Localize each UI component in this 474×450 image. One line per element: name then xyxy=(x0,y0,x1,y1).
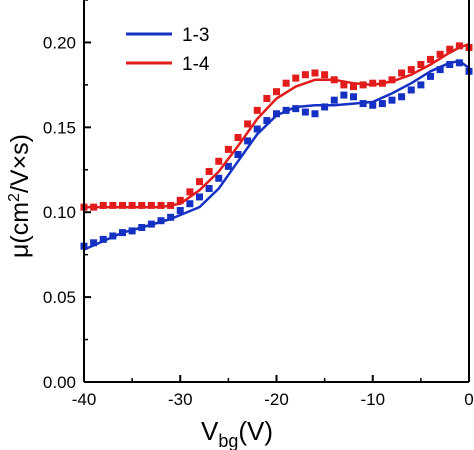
data-point xyxy=(244,137,252,145)
data-point xyxy=(253,106,261,114)
data-point xyxy=(99,201,107,209)
data-point xyxy=(427,72,434,80)
data-point xyxy=(340,91,348,99)
data-point xyxy=(157,201,165,209)
data-point xyxy=(301,71,309,79)
data-point xyxy=(253,125,261,133)
x-tick-label: -10 xyxy=(360,390,385,409)
data-point xyxy=(99,235,107,243)
x-axis-title-subscript: bg xyxy=(218,431,238,450)
data-point xyxy=(176,196,184,204)
data-point xyxy=(369,101,377,109)
data-point xyxy=(427,55,434,63)
data-point xyxy=(311,69,319,77)
data-point xyxy=(109,201,117,209)
y-tick-label: 0.20 xyxy=(43,33,76,52)
data-point xyxy=(196,193,203,201)
data-point xyxy=(128,201,136,209)
data-point xyxy=(311,110,319,118)
legend-label: 1-4 xyxy=(182,54,210,75)
fit-line xyxy=(84,42,470,209)
x-axis-title: Vbg(V) xyxy=(201,416,273,450)
x-tick-label: -40 xyxy=(72,390,97,409)
data-point xyxy=(350,83,357,91)
fit-line xyxy=(83,59,470,251)
data-point xyxy=(378,100,386,108)
data-point xyxy=(455,42,463,50)
x-axis-title-unit: (V) xyxy=(238,416,273,446)
data-point xyxy=(244,120,252,128)
y-ticks: 0.00 0.05 0.10 0.15 0.20 xyxy=(43,0,91,392)
data-point xyxy=(234,134,242,142)
x-tick-label: 0 xyxy=(464,390,473,409)
data-point xyxy=(407,86,415,94)
y-tick-label: 0.05 xyxy=(43,288,76,307)
x-axis-title-main: V xyxy=(201,416,219,446)
data-point xyxy=(205,167,213,175)
data-point xyxy=(292,105,300,113)
data-point xyxy=(455,59,463,67)
data-point xyxy=(340,81,348,89)
data-point xyxy=(388,96,396,104)
data-point xyxy=(436,50,444,58)
data-point xyxy=(398,93,406,101)
data-point xyxy=(119,201,126,209)
data-point xyxy=(273,88,280,96)
y-tick-label: 0.00 xyxy=(43,373,76,392)
series-1-3 xyxy=(80,59,473,251)
y-tick-label: 0.15 xyxy=(43,118,76,137)
data-point xyxy=(215,174,223,182)
data-point xyxy=(292,74,300,82)
data-point xyxy=(417,81,425,89)
data-point xyxy=(176,207,184,215)
data-point xyxy=(417,61,425,69)
data-point xyxy=(90,239,98,247)
y-tick-label: 0.10 xyxy=(43,203,76,222)
data-point xyxy=(234,150,242,158)
y-axis-title: μ(cm2/V×s) xyxy=(6,134,34,258)
y-axis-title-prefix: μ(cm xyxy=(6,202,34,258)
data-point xyxy=(186,200,194,208)
data-point xyxy=(196,178,203,186)
legend: 1-31-4 xyxy=(126,25,210,75)
data-point xyxy=(224,145,232,153)
data-point xyxy=(436,66,444,74)
series-layer xyxy=(80,42,473,251)
y-axis-title-suffix: /V×s) xyxy=(6,134,34,193)
data-point xyxy=(350,93,357,101)
y-axis-title-superscript: 2 xyxy=(6,193,23,202)
data-point xyxy=(273,110,280,118)
x-ticks: -40 -30 -20 -10 0 xyxy=(72,375,474,409)
data-point xyxy=(407,66,415,74)
data-point xyxy=(186,188,194,196)
data-point xyxy=(330,96,338,104)
data-point xyxy=(263,94,271,102)
data-point xyxy=(446,61,454,69)
data-point xyxy=(321,103,329,111)
x-tick-label: -30 xyxy=(168,390,193,409)
data-point xyxy=(215,157,223,165)
data-point xyxy=(388,76,396,84)
data-point xyxy=(138,201,146,209)
data-point xyxy=(224,162,232,170)
data-point xyxy=(205,184,213,192)
data-point xyxy=(301,108,309,116)
data-point xyxy=(446,45,454,53)
data-point xyxy=(263,117,271,125)
data-point xyxy=(167,213,175,221)
data-point xyxy=(398,69,406,77)
data-point xyxy=(282,79,290,87)
data-point xyxy=(321,71,329,79)
data-point xyxy=(369,79,377,87)
plot-area: -40 -30 -20 -10 0 0.00 0.05 0.10 0.15 0.20 xyxy=(43,0,474,409)
legend-label: 1-3 xyxy=(182,25,209,46)
series-1-4 xyxy=(80,42,473,211)
data-point xyxy=(147,201,155,209)
x-tick-label: -20 xyxy=(264,390,289,409)
